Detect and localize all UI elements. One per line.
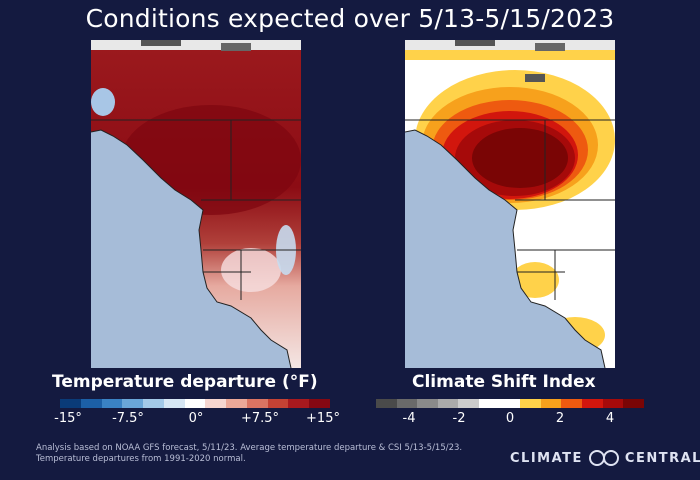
temperature-departure-map [91,40,301,368]
ocean [91,130,291,368]
color-swatch [540,399,562,408]
color-swatch [417,399,438,408]
color-swatch [437,399,459,408]
footnote-line: Temperature departures from 1991-2020 no… [36,454,246,464]
csi-tick: -2 [452,411,466,426]
color-swatch [602,399,624,408]
color-swatch [520,399,541,408]
climate-shift-index-map [405,40,615,368]
color-swatch [80,399,102,408]
csi-legend-title: Climate Shift Index [412,372,596,392]
color-swatch [458,399,480,408]
color-swatch [499,399,521,408]
csi-band-8 [511,262,559,298]
color-swatch [101,399,123,408]
blue-patch [91,88,115,116]
color-swatch [122,399,144,408]
temperature-tick: 0° [188,411,204,426]
color-swatch [561,399,583,408]
color-swatch [184,399,206,408]
temperature-tick: +7.5° [240,411,280,426]
color-swatch [226,399,247,408]
color-swatch [623,399,644,408]
footnote: Analysis based on NOAA GFS forecast, 5/1… [36,443,516,465]
color-swatch [309,399,330,408]
csi-color-scale [376,399,644,408]
color-swatch [267,399,289,408]
color-swatch [60,399,81,408]
footnote-line: Analysis based on NOAA GFS forecast, 5/1… [36,443,463,453]
color-swatch [479,399,500,408]
temperature-tick: -7.5° [112,411,144,426]
color-swatch [582,399,603,408]
logo-right-text: CENTRAL [624,450,700,466]
color-swatch [376,399,397,408]
temperature-color-scale [60,399,330,408]
color-swatch [163,399,185,408]
csi-tick: -4 [402,411,416,426]
temperature-tick: +15° [306,411,340,426]
csi-tick: 0 [505,411,515,426]
logo-rings-icon [588,450,619,466]
color-swatch [143,399,164,408]
color-swatch [205,399,227,408]
page-title: Conditions expected over 5/13-5/15/2023 [85,4,615,33]
color-swatch [288,399,310,408]
temperature-legend-title: Temperature departure (°F) [52,372,318,392]
csi-tick: 2 [555,411,565,426]
temperature-tick: -15° [54,411,82,426]
color-swatch [246,399,268,408]
ocean [405,130,605,368]
logo-left-text: CLIMATE [510,450,583,466]
light-patch [221,248,281,292]
climate-central-logo: CLIMATE CENTRAL [510,449,700,467]
csi-tick: 4 [605,411,615,426]
csi-band-6 [472,128,568,188]
color-swatch [396,399,418,408]
